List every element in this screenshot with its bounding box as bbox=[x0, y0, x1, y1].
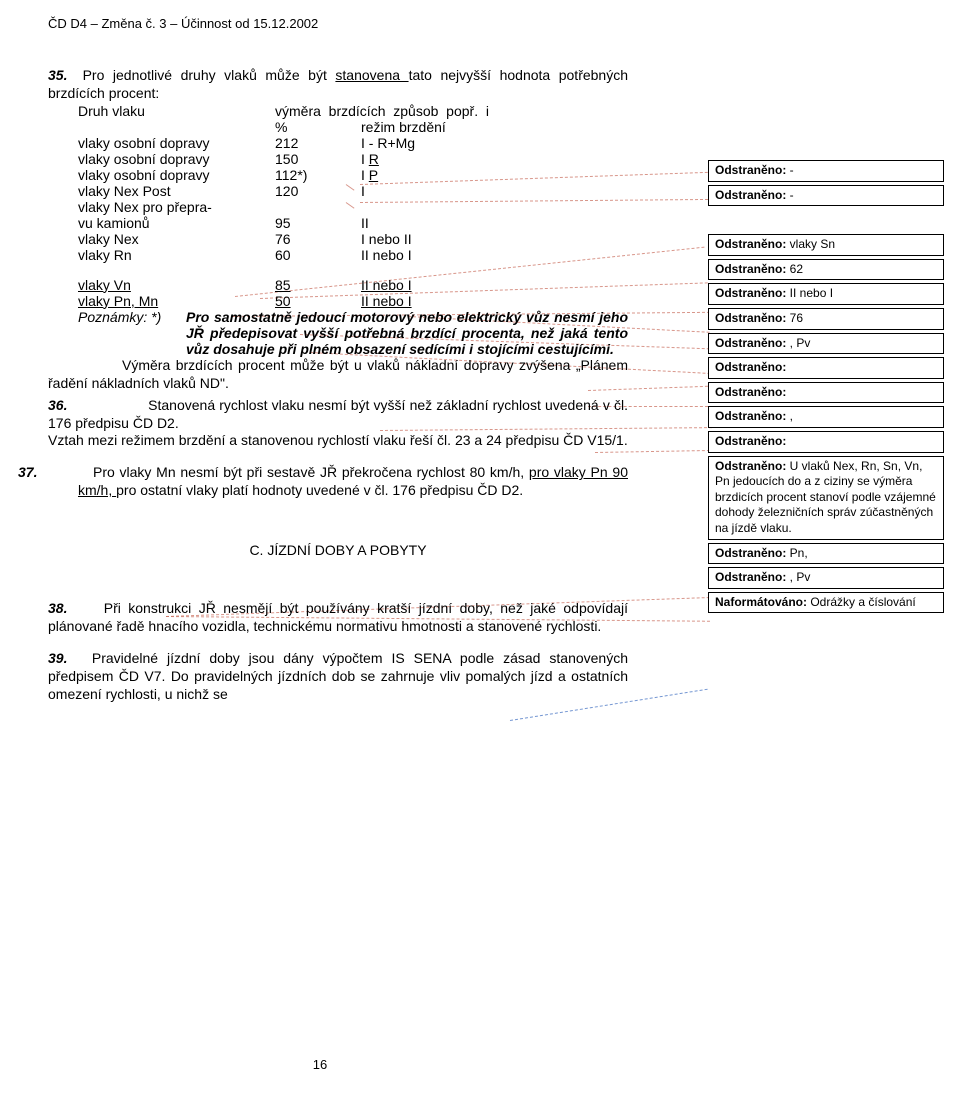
pozn-text: Pro samostatně jedoucí motorový nebo ele… bbox=[186, 309, 628, 357]
table-row: vlaky Nex Post 120 I bbox=[78, 183, 628, 199]
table-row: vlaky Rn 60 II nebo I bbox=[78, 247, 628, 263]
comment-box: Odstraněno: II nebo I bbox=[708, 283, 944, 305]
p35-tail: Výměra brzdících procent může být u vlak… bbox=[48, 357, 628, 393]
table-row: vlaky osobní dopravy 112*) I P bbox=[78, 167, 628, 183]
p35-lead1: Pro jednotlivé druhy vlaků může být bbox=[83, 67, 336, 83]
th-c1: Druh vlaku bbox=[78, 103, 275, 119]
table-head: Druh vlaku výměra brzdících způsob popř.… bbox=[78, 103, 628, 119]
table-row: vlaky Nex 76 I nebo II bbox=[78, 231, 628, 247]
th-rez: režim brzdění bbox=[361, 119, 628, 135]
p35-num: 35. bbox=[48, 67, 74, 85]
comment-box: Naformátováno: Odrážky a číslování bbox=[708, 592, 944, 614]
table-row: vlaky osobní dopravy 212 I - R+Mg bbox=[78, 135, 628, 151]
comment-box: Odstraněno: vlaky Sn bbox=[708, 234, 944, 256]
comment-box: Odstraněno: , Pv bbox=[708, 333, 944, 355]
poznamky: Poznámky: *) Pro samostatně jedoucí moto… bbox=[78, 309, 628, 357]
p39: 39. Pravidelné jízdní doby jsou dány výp… bbox=[48, 650, 628, 704]
section-c: C. JÍZDNÍ DOBY A POBYTY bbox=[48, 542, 628, 558]
th-pct: % bbox=[275, 119, 361, 135]
table-row: vlaky osobní dopravy 150 I R bbox=[78, 151, 628, 167]
table-row: vlaky Vn 85 II nebo I bbox=[78, 277, 628, 293]
comment-box: Odstraněno: Pn, bbox=[708, 543, 944, 565]
p36: 36. Stanovená rychlost vlaku nesmí být v… bbox=[48, 397, 628, 433]
revision-comments: Odstraněno: - Odstraněno: - Odstraněno: … bbox=[708, 160, 944, 613]
comment-box: Odstraněno: , bbox=[708, 406, 944, 428]
p35-under: stanovena bbox=[335, 67, 408, 83]
comment-box: Odstraněno: - bbox=[708, 160, 944, 182]
comment-box: Odstraněno: U vlaků Nex, Rn, Sn, Vn, Pn … bbox=[708, 456, 944, 540]
p38: 38. Při konstrukci JŘ nesmějí být použív… bbox=[48, 600, 628, 636]
comment-box: Odstraněno: , Pv bbox=[708, 567, 944, 589]
comment-box: Odstraněno: bbox=[708, 431, 944, 453]
p37: 37. Pro vlaky Mn nesmí být při sestavě J… bbox=[48, 464, 628, 500]
doc-header: ČD D4 – Změna č. 3 – Účinnost od 15.12.2… bbox=[48, 16, 628, 31]
page-number: 16 bbox=[0, 1057, 640, 1072]
table-row: vu kamionů 95 II bbox=[78, 215, 628, 231]
comment-box: Odstraněno: 62 bbox=[708, 259, 944, 281]
p35: 35. Pro jednotlivé druhy vlaků může být … bbox=[48, 67, 628, 103]
table-row: vlaky Nex pro přepra- bbox=[78, 199, 628, 215]
table-row: vlaky Pn, Mn 50 II nebo I bbox=[78, 293, 628, 309]
comment-box: Odstraněno: - bbox=[708, 185, 944, 207]
table-head2: % režim brzdění bbox=[78, 119, 628, 135]
comment-box: Odstraněno: bbox=[708, 357, 944, 379]
p36b: Vztah mezi režimem brzdění a stanovenou … bbox=[48, 432, 628, 450]
comment-box: Odstraněno: bbox=[708, 382, 944, 404]
comment-box: Odstraněno: 76 bbox=[708, 308, 944, 330]
th-c2a: výměra brzdících způsob popř. i bbox=[275, 103, 489, 119]
